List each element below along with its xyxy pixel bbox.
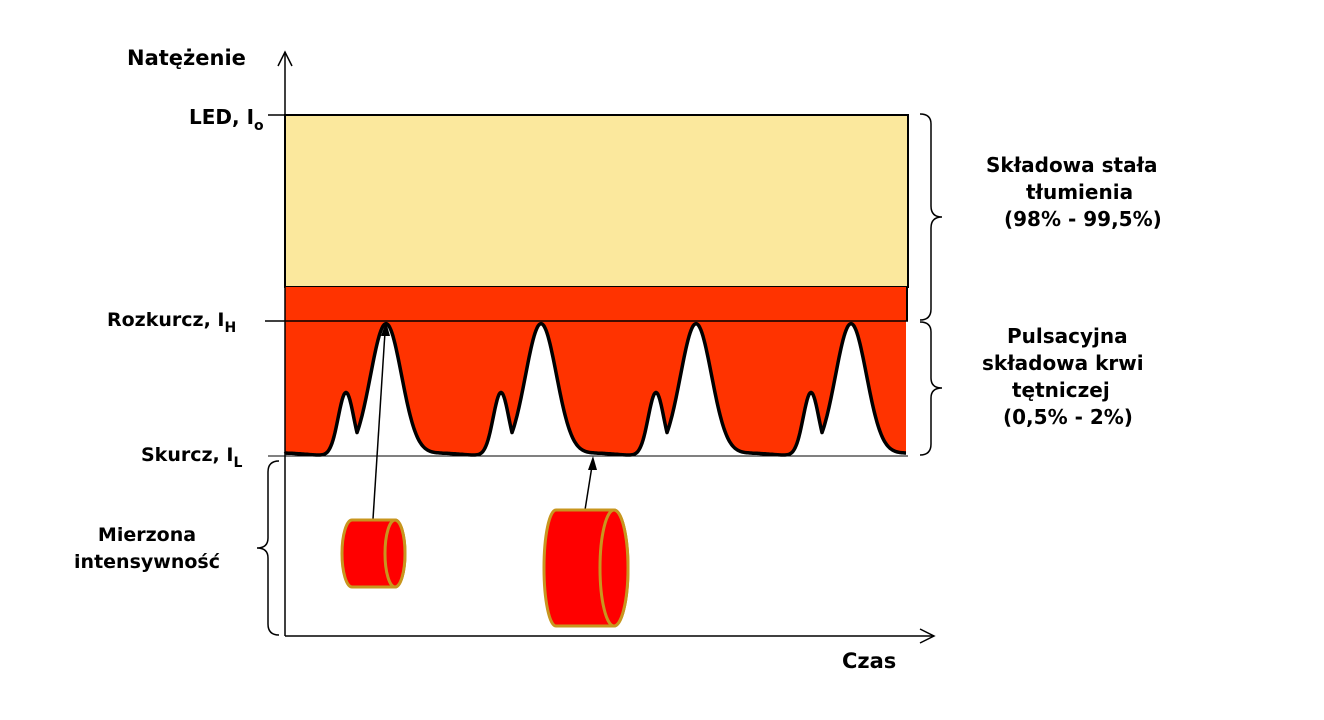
small-artery-cylinder-icon [340,518,407,589]
ac-component-label: Pulsacyjna składowa krwi tętniczej (0,5% - … [982,324,1144,429]
ac-brace [919,321,943,456]
measured-intensity-brace [256,460,280,636]
arterial-blood-band [285,287,907,321]
x-axis-label: Czas [842,649,897,673]
measured-intensity-label: Mierzona intensywność [74,524,220,573]
y-axis-label: Natężenie [127,46,246,70]
dc-attenuation-band [284,114,909,288]
skurcz-level-label: Skurcz, IL [141,444,243,471]
pulsatile-waveform-line [283,321,907,457]
large-artery-cylinder-icon [542,508,630,628]
rozkurcz-level-label: Rozkurcz, IH [107,309,237,336]
y-axis [277,50,293,636]
dc-component-label: Składowa stała tłumienia (98% - 99,5%) [986,153,1162,231]
systole-arrow [372,322,390,520]
x-axis [285,628,936,644]
dc-brace [919,113,943,321]
diastole-arrow [584,456,597,511]
pulsatile-waveform-fill [285,321,906,455]
led-level-label: LED, Io [189,105,264,134]
